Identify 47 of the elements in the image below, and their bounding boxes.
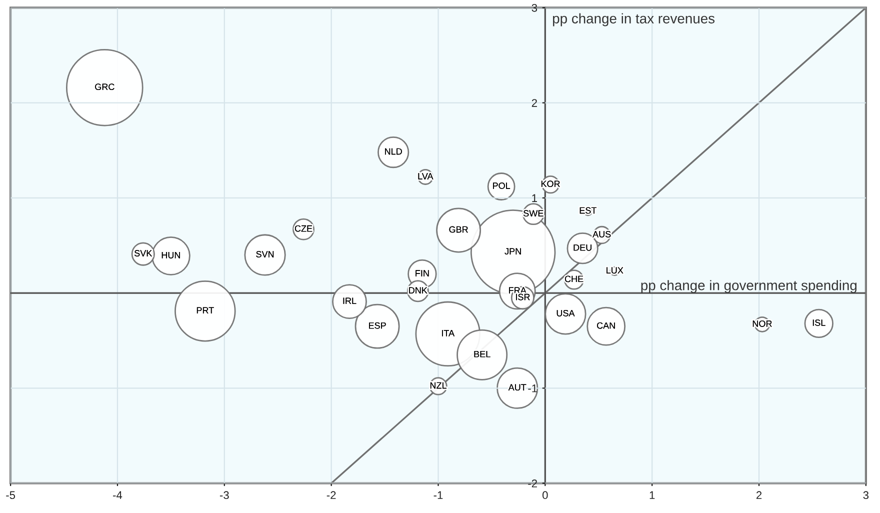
annotation: AUS xyxy=(592,231,611,238)
y-tick-label: -2 xyxy=(528,480,537,488)
y-tick-label: 2 xyxy=(532,99,537,107)
x-axis-title: pp change in government spending xyxy=(641,280,856,294)
annotation: GRC xyxy=(95,84,114,90)
annotation: LUX xyxy=(606,267,624,274)
x-tick-label: 1 xyxy=(650,491,655,499)
x-tick-label: 2 xyxy=(756,491,762,499)
annotation: KOR xyxy=(541,180,560,188)
annotation: NOR xyxy=(752,320,772,327)
x-tick-label: -3 xyxy=(220,491,229,500)
y-axis-title: pp change in tax revenues xyxy=(553,13,715,26)
annotation: NZL xyxy=(430,382,446,389)
annotation: BEL xyxy=(474,350,490,358)
annotation: SVK xyxy=(134,250,152,256)
annotation: DEU xyxy=(574,244,592,251)
annotation: CAN xyxy=(597,322,615,329)
x-tick-label: -2 xyxy=(326,491,336,499)
annotation: POL xyxy=(493,182,510,189)
annotation: USA xyxy=(556,310,575,316)
annotation: ISL xyxy=(812,319,826,326)
x-tick-label: -5 xyxy=(6,491,16,500)
annotation: CZE xyxy=(294,225,312,232)
annotation: ESP xyxy=(369,322,386,329)
y-tick-label: 3 xyxy=(532,4,538,12)
annotation: ISR xyxy=(516,294,530,300)
x-tick-label: 3 xyxy=(863,491,869,500)
x-tick-label: 0 xyxy=(542,491,548,500)
annotation: PRT xyxy=(196,307,214,314)
annotation: JPN xyxy=(504,248,521,255)
annotation: EST xyxy=(580,207,596,214)
annotation: ITA xyxy=(442,330,455,336)
annotation: LVA xyxy=(418,173,434,180)
y-tick-label: 1 xyxy=(532,194,537,202)
annotation: CHE xyxy=(564,276,584,282)
annotation: GBR xyxy=(449,226,468,233)
annotation: SVN xyxy=(256,251,274,258)
annotation: AUT xyxy=(508,384,526,391)
annotation: DNK xyxy=(409,287,428,294)
annotation: FIN xyxy=(416,270,429,276)
annotation: IRL xyxy=(343,298,356,304)
y-tick-label: -1 xyxy=(528,384,537,392)
x-tick-label: -1 xyxy=(434,491,443,499)
annotation: NLD xyxy=(385,148,402,155)
annotation: SWE xyxy=(524,210,544,217)
annotation: HUN xyxy=(162,252,180,258)
x-tick-label: -4 xyxy=(113,491,122,499)
